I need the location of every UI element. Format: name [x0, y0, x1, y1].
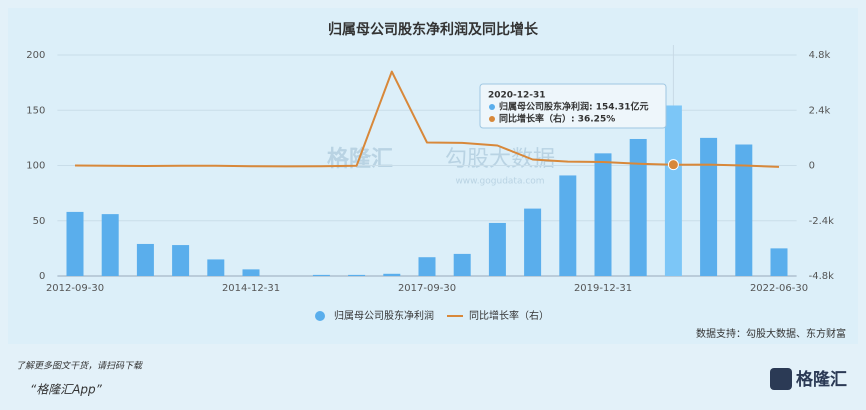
bar: [735, 144, 753, 276]
bar: [700, 137, 718, 276]
bar: [559, 175, 577, 276]
tooltip-date: 2020-12-31: [488, 91, 546, 101]
legend-label: 同比增长率（右）: [469, 309, 549, 322]
y-tick-label: 150: [26, 105, 45, 116]
footer-note: 了解更多图文干货，请扫码下载: [16, 361, 143, 372]
footer-app: “格隆汇App”: [30, 383, 103, 397]
y2-tick-label: 4.8k: [809, 50, 831, 61]
x-tick-label: 2014-12-31: [222, 283, 280, 294]
bar: [664, 105, 682, 276]
tooltip-marker: [489, 104, 495, 110]
bar: [172, 245, 190, 276]
bar: [524, 208, 542, 276]
y2-tick-label: 0: [809, 161, 815, 172]
bar: [629, 138, 647, 276]
tooltip-box: [479, 83, 667, 129]
y-tick-label: 50: [33, 216, 46, 227]
bar: [242, 269, 260, 276]
bar: [770, 248, 788, 276]
tooltip-marker: [489, 116, 495, 122]
bar: [312, 274, 330, 276]
bar: [66, 211, 84, 276]
tooltip-row: 归属母公司股东净利润: 154.31亿元: [499, 101, 648, 113]
legend-label: 归属母公司股东净利润: [334, 309, 434, 322]
bar: [594, 153, 612, 276]
bar: [348, 274, 366, 276]
x-tick-label: 2012-09-30: [46, 283, 104, 294]
bar: [101, 214, 119, 276]
logo: 格隆汇: [796, 369, 847, 390]
x-tick-label: 2017-09-30: [398, 283, 456, 294]
y2-tick-label: -2.4k: [809, 216, 835, 227]
bar: [453, 253, 471, 276]
legend-marker: [315, 311, 325, 321]
y-tick-label: 200: [26, 50, 45, 61]
line: [74, 70, 780, 168]
x-tick-label: 2019-12-31: [574, 283, 632, 294]
tooltip-row: 同比增长率（右）: 36.25%: [499, 113, 615, 125]
source: 数据支持：勾股大数据、东方财富: [696, 327, 846, 340]
bar: [207, 259, 225, 276]
highlight-point: [667, 159, 679, 171]
bar: [383, 273, 401, 276]
bar: [418, 257, 436, 276]
bar: [136, 243, 154, 276]
chart-title: 归属母公司股东净利润及同比增长: [328, 21, 539, 38]
y2-tick-label: 2.4k: [809, 105, 831, 116]
watermark: www.gogudata.com: [455, 177, 544, 187]
y-tick-label: 0: [39, 271, 45, 282]
logo-icon: [770, 368, 792, 390]
y-tick-label: 100: [26, 161, 45, 172]
x-tick-label: 2022-06-30: [750, 283, 808, 294]
y2-tick-label: -4.8k: [809, 271, 835, 282]
bar: [488, 222, 506, 276]
